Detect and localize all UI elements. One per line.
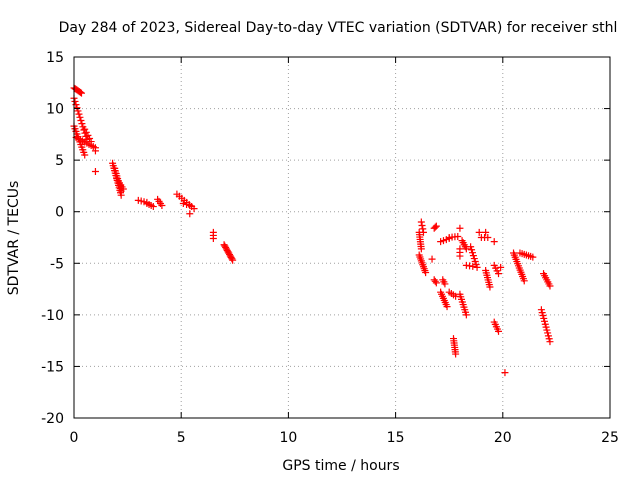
- data-point: [470, 255, 478, 263]
- x-tick-label: 0: [70, 430, 79, 446]
- data-point: [81, 125, 89, 133]
- data-point: [467, 243, 475, 251]
- data-point: [87, 138, 95, 146]
- y-axis-label: SDTVAR / TECUs: [6, 181, 22, 296]
- chart-title: Day 284 of 2023, Sidereal Day-to-day VTE…: [59, 20, 618, 36]
- data-point: [432, 279, 440, 287]
- data-point: [520, 277, 528, 285]
- data-point: [432, 222, 440, 230]
- data-point: [119, 185, 127, 193]
- data-point: [472, 260, 480, 268]
- grid-lines: [74, 57, 610, 418]
- data-point: [419, 225, 427, 233]
- data-point: [475, 228, 483, 236]
- data-point: [495, 327, 503, 335]
- data-point: [428, 255, 436, 263]
- data-point: [497, 263, 505, 271]
- x-tick-label: 5: [177, 430, 186, 446]
- data-point: [471, 258, 479, 266]
- data-point: [473, 263, 481, 271]
- data-point: [71, 97, 79, 105]
- data-point: [82, 128, 90, 136]
- data-point: [443, 303, 451, 311]
- data-point: [468, 249, 476, 257]
- data-point: [158, 202, 166, 210]
- data-point: [468, 246, 476, 254]
- data-point: [86, 134, 94, 142]
- data-point: [495, 270, 503, 278]
- x-tick-label: 25: [601, 430, 619, 446]
- data-point: [91, 147, 99, 155]
- data-point: [546, 282, 554, 290]
- data-point: [462, 311, 470, 319]
- data-point: [529, 253, 537, 261]
- data-point: [418, 221, 426, 229]
- data-point: [501, 369, 509, 377]
- data-point: [454, 232, 462, 240]
- x-axis-label: GPS time / hours: [282, 458, 399, 474]
- x-tick-label: 20: [494, 430, 512, 446]
- y-tick-label: -5: [50, 256, 64, 272]
- data-point: [484, 234, 492, 241]
- data-point: [149, 203, 157, 211]
- data-point: [482, 228, 490, 236]
- plot-frame: [73, 56, 611, 419]
- y-tick-label: 0: [55, 205, 64, 221]
- x-tick-label: 10: [279, 430, 297, 446]
- data-point: [456, 224, 464, 232]
- data-point: [229, 256, 237, 264]
- data-point: [186, 202, 194, 210]
- data-point: [441, 280, 449, 288]
- data-point: [417, 218, 425, 226]
- data-point: [452, 350, 460, 358]
- data-point: [78, 89, 86, 97]
- data-point: [179, 199, 187, 207]
- data-point: [77, 116, 85, 124]
- data-point: [431, 223, 439, 231]
- data-point: [422, 269, 430, 277]
- data-point: [76, 88, 84, 96]
- data-point: [469, 252, 477, 260]
- data-point: [183, 200, 191, 208]
- data-point: [431, 277, 439, 285]
- data-point: [490, 238, 498, 246]
- data-point: [91, 167, 99, 175]
- data-point: [73, 104, 81, 112]
- data-point: [419, 228, 427, 236]
- y-tick-label: 10: [46, 102, 64, 118]
- y-tick-label: -15: [41, 359, 64, 375]
- data-point: [462, 245, 470, 253]
- data-point: [76, 113, 84, 121]
- data-point: [546, 338, 554, 346]
- y-tick-label: 5: [55, 153, 64, 169]
- y-tick-label: -20: [41, 411, 64, 427]
- data-point: [81, 151, 89, 159]
- data-point: [190, 205, 198, 213]
- data-point: [75, 110, 83, 118]
- data-point: [228, 255, 236, 263]
- data-point: [209, 235, 217, 243]
- data-point: [456, 252, 464, 260]
- data-point: [78, 120, 86, 128]
- data-point: [186, 210, 194, 218]
- data-point: [486, 283, 494, 291]
- data-point: [84, 131, 92, 139]
- y-tick-label: 15: [46, 50, 64, 66]
- data-points: [70, 84, 554, 377]
- axis-ticks: 0 5 10 15 20 25 -20 -15 -10 -5 0 5 10 15: [41, 50, 619, 446]
- data-point: [417, 245, 425, 253]
- y-tick-label: -10: [41, 308, 64, 324]
- x-tick-label: 15: [387, 430, 405, 446]
